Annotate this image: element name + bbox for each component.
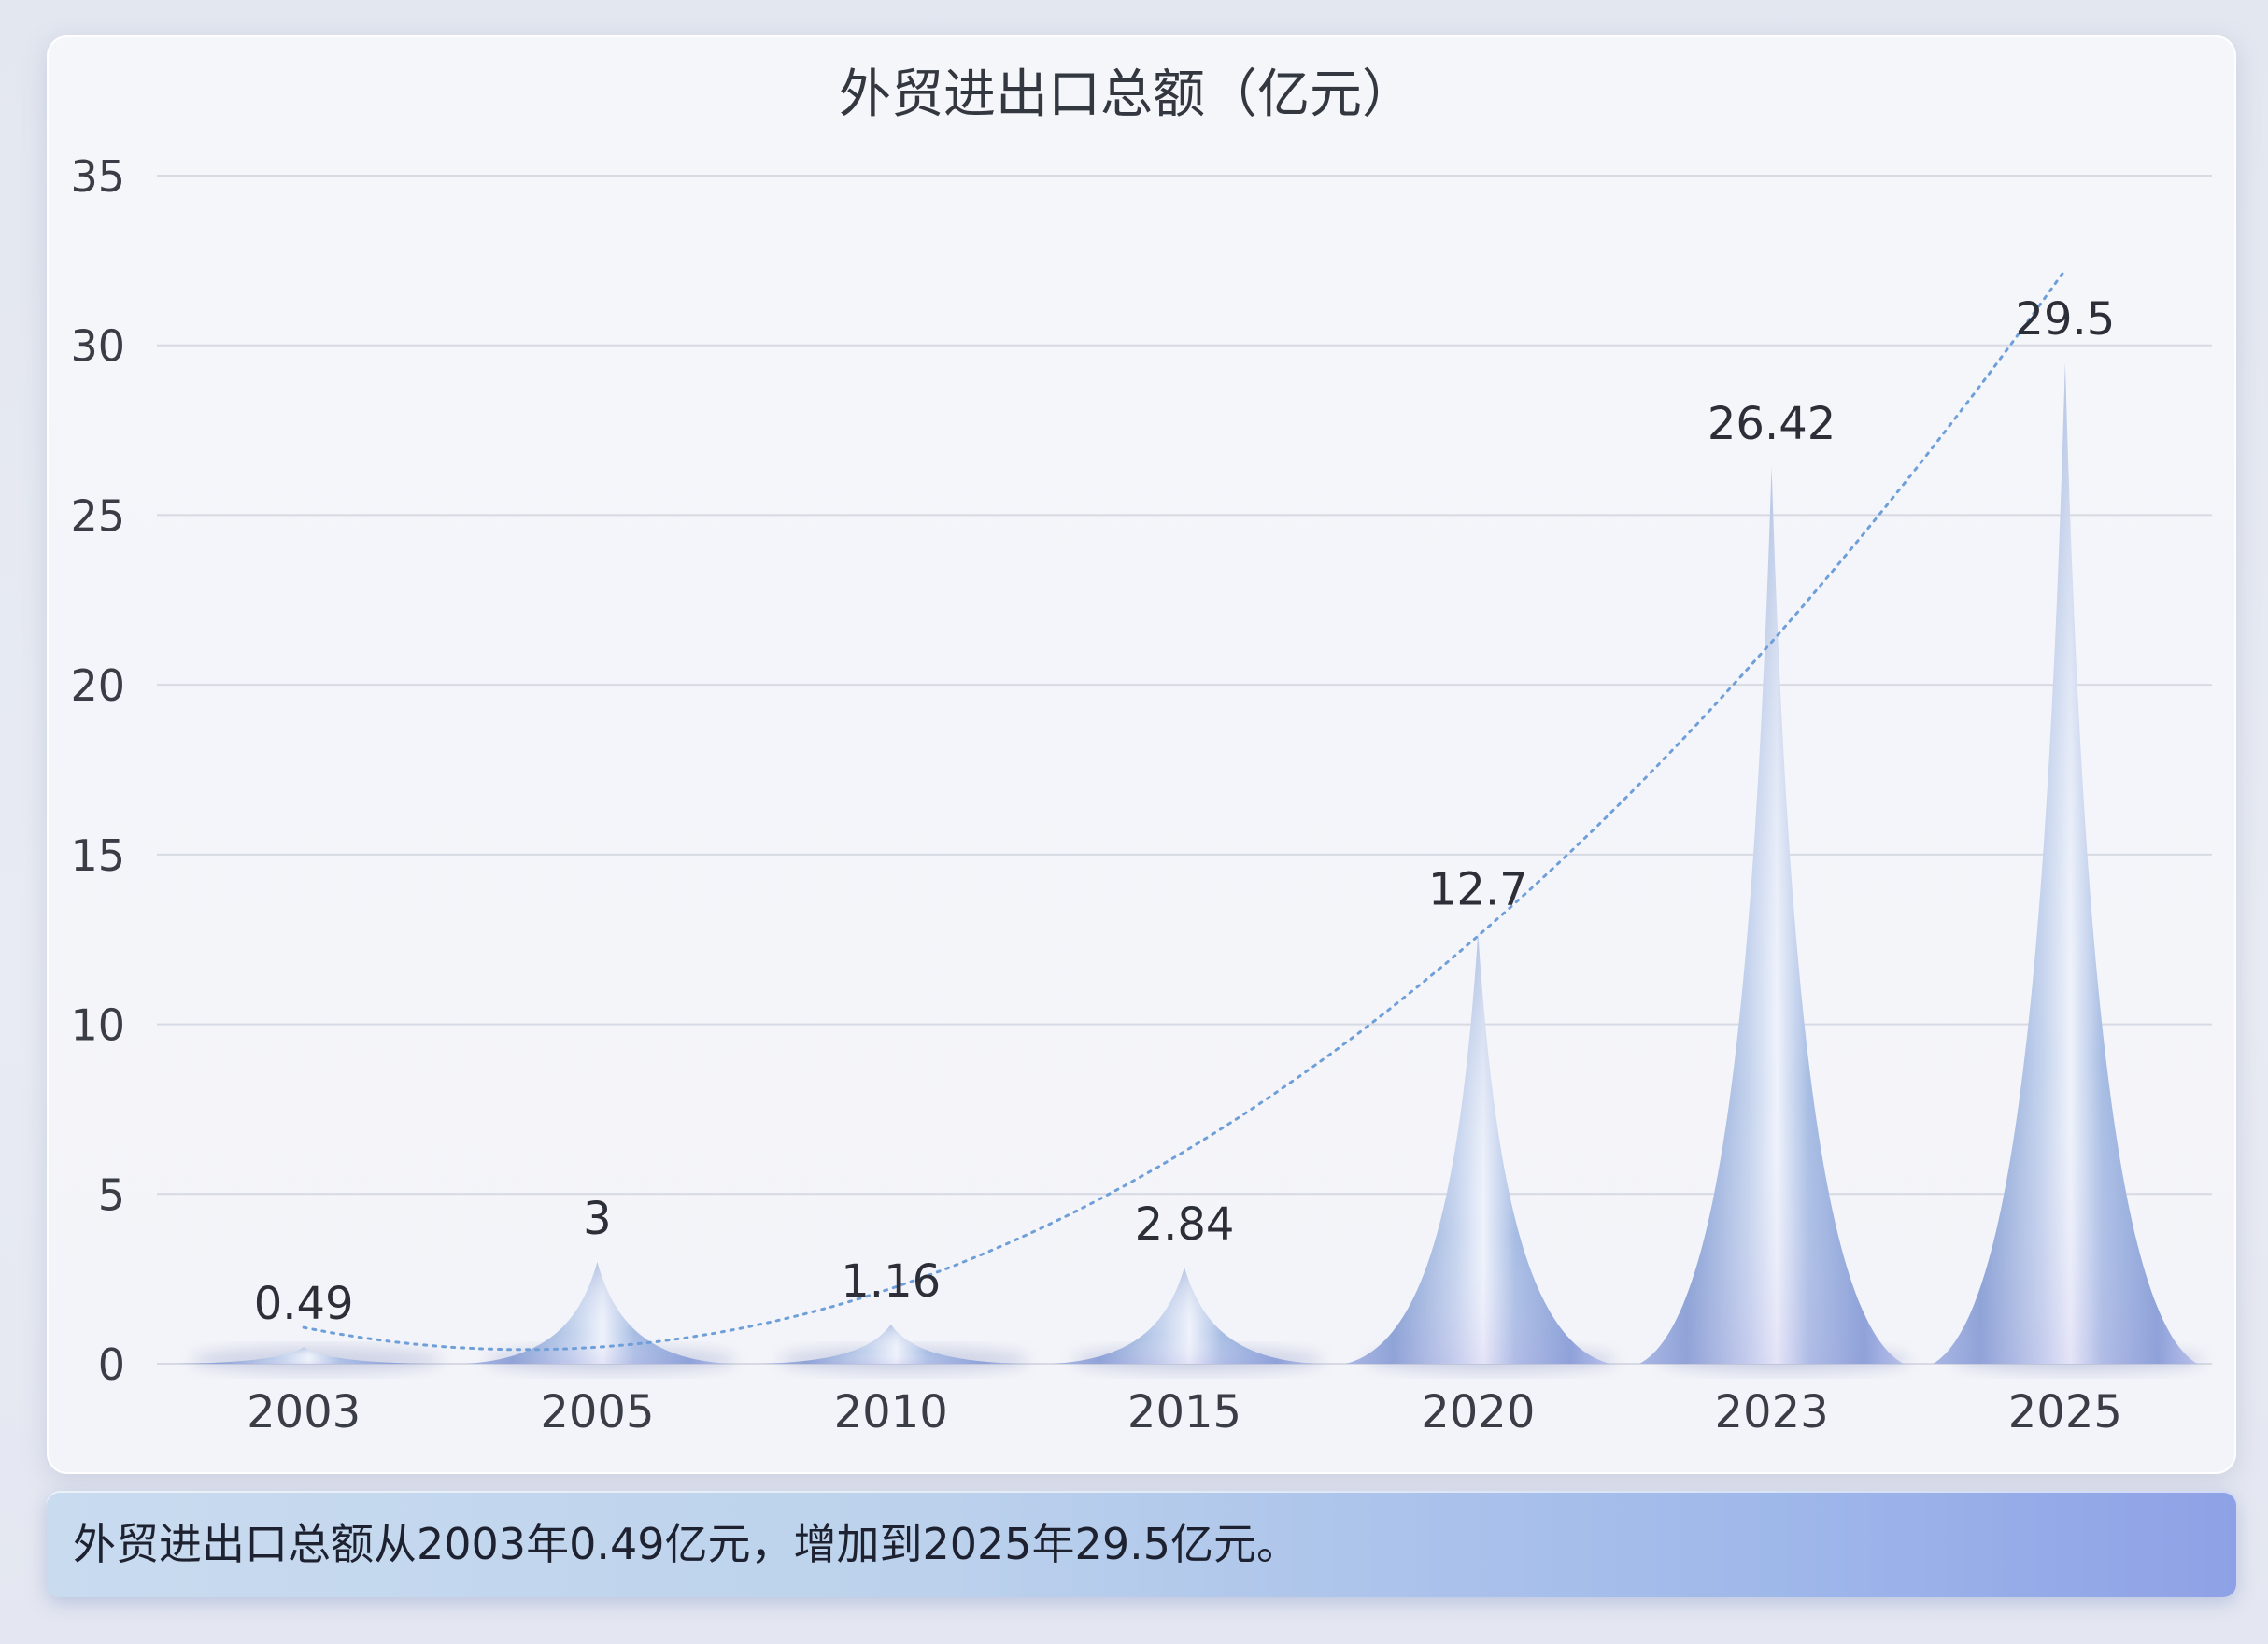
x-tick-label: 2023: [1714, 1386, 1828, 1438]
y-axis-ticks: 0 5 10 15 20 25 30 35: [70, 151, 125, 1390]
bar-shade: [171, 1347, 436, 1364]
x-axis-ticks: 2003 2005 2010 2015 2020 2023 2025: [247, 1386, 2122, 1438]
bar-shade: [1639, 466, 1904, 1364]
bar-shade: [1933, 361, 2198, 1364]
y-tick-label: 0: [98, 1339, 125, 1390]
summary-text: 外贸进出口总额从2003年0.49亿元，增加到2025年29.5亿元。: [73, 1519, 1299, 1569]
data-label: 26.42: [1708, 398, 1836, 450]
bars: [171, 361, 2198, 1364]
y-tick-label: 5: [98, 1169, 125, 1220]
data-label: 29.5: [2015, 293, 2115, 346]
y-tick-label: 10: [70, 1000, 125, 1051]
y-tick-label: 25: [70, 490, 125, 541]
bar-shade: [758, 1324, 1024, 1364]
data-label: 3: [583, 1193, 612, 1245]
data-labels: 0.49 3 1.16 2.84 12.7 26.42 29.5: [254, 293, 2116, 1330]
data-label: 12.7: [1428, 863, 1528, 915]
grid-lines: [157, 175, 2212, 1365]
x-tick-label: 2003: [247, 1386, 361, 1438]
x-tick-label: 2015: [1127, 1386, 1241, 1438]
bar-shade: [465, 1261, 730, 1364]
chart-title: 外贸进出口总额（亿元）: [839, 64, 1414, 125]
bar-shade: [1052, 1267, 1317, 1364]
x-tick-label: 2010: [834, 1386, 948, 1438]
bar-shade: [1345, 932, 1610, 1364]
trend-line: [302, 268, 2067, 1352]
data-label: 1.16: [841, 1255, 941, 1308]
y-tick-label: 35: [70, 151, 125, 202]
y-tick-label: 20: [70, 660, 125, 711]
summary-bar: 外贸进出口总额从2003年0.49亿元，增加到2025年29.5亿元。: [47, 1491, 2236, 1597]
trend-curve: [302, 268, 2067, 1352]
x-tick-label: 2005: [540, 1386, 654, 1438]
y-tick-label: 30: [70, 321, 125, 372]
data-label: 0.49: [254, 1278, 354, 1330]
data-label: 2.84: [1135, 1198, 1235, 1251]
x-tick-label: 2020: [1421, 1386, 1535, 1438]
chart-card: 外贸进出口总额（亿元） 0 5 10 15 20 25 30 35 0.49 3 1.16 2.84…: [47, 35, 2236, 1474]
y-tick-label: 15: [70, 830, 125, 881]
x-tick-label: 2025: [2008, 1386, 2122, 1438]
